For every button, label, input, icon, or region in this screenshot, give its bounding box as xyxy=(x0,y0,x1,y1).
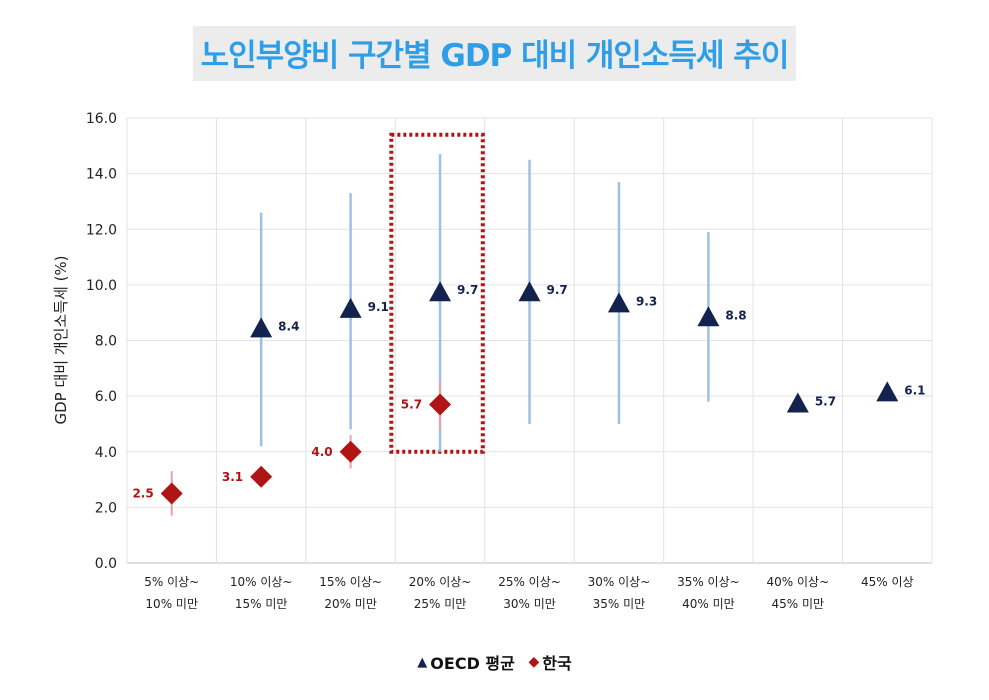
oecd-data-label: 9.3 xyxy=(636,294,657,308)
legend-triangle-icon: ▲ xyxy=(417,654,428,670)
x-tick-label: 45% 이상 xyxy=(861,575,914,589)
legend: ▲ OECD 평균 ◆ 한국 xyxy=(0,650,989,674)
x-tick-label: 25% 이상~ xyxy=(498,575,561,589)
y-tick-label: 0.0 xyxy=(95,556,117,572)
legend-oecd-label: OECD 평균 xyxy=(430,654,515,673)
x-tick-label: 10% 미만 xyxy=(145,597,198,611)
korea-data-label: 4.0 xyxy=(311,445,332,459)
oecd-triangle-point xyxy=(518,281,541,302)
x-tick-label: 15% 미만 xyxy=(235,597,288,611)
x-tick-label: 15% 이상~ xyxy=(319,575,382,589)
y-tick-label: 16.0 xyxy=(86,111,117,127)
y-tick-label: 4.0 xyxy=(95,445,117,461)
x-tick-label: 20% 미만 xyxy=(324,597,377,611)
y-tick-label: 8.0 xyxy=(95,334,117,350)
oecd-triangle-point xyxy=(339,297,362,318)
chart-canvas: 0.0 2.0 4.0 6.0 8.0 10.0 12.0 14.0 16.0 5% 이상~ 10%… xyxy=(52,111,933,611)
oecd-data-label: 9.1 xyxy=(368,300,389,314)
legend-diamond-icon: ◆ xyxy=(528,654,540,670)
korea-data-label: 3.1 xyxy=(222,470,243,484)
x-tick-label: 35% 미만 xyxy=(593,597,646,611)
oecd-triangle-point xyxy=(607,292,630,313)
korea-data-label: 2.5 xyxy=(132,486,153,500)
x-tick-label: 40% 이상~ xyxy=(767,575,830,589)
oecd-triangle-point xyxy=(876,381,899,402)
y-tick-label: 14.0 xyxy=(86,167,117,183)
oecd-triangle-point xyxy=(429,281,452,302)
x-tick-label: 40% 미만 xyxy=(682,597,735,611)
korea-data-label: 5.7 xyxy=(401,397,422,411)
oecd-data-label: 9.7 xyxy=(547,283,568,297)
legend-korea-label: 한국 xyxy=(542,654,572,673)
korea-diamond-point xyxy=(250,465,273,488)
x-tick-label: 25% 미만 xyxy=(414,597,467,611)
oecd-data-label: 8.8 xyxy=(725,308,746,322)
korea-diamond-point xyxy=(429,393,452,416)
grid-layer: 0.0 2.0 4.0 6.0 8.0 10.0 12.0 14.0 16.0 5% 이상~ 10%… xyxy=(86,111,933,611)
y-tick-label: 10.0 xyxy=(86,278,117,294)
oecd-triangle-point xyxy=(786,392,809,413)
x-tick-label: 5% 이상~ xyxy=(144,575,199,589)
label-layer: 8.4 9.1 9.7 9.7 9.3 8.8 5.7 6.1 2.5 3.1 4.0 5.7 xyxy=(132,283,925,500)
x-tick-label: 35% 이상~ xyxy=(677,575,740,589)
y-tick-label: 12.0 xyxy=(86,222,117,238)
x-tick-label: 30% 미만 xyxy=(503,597,556,611)
oecd-data-label: 6.1 xyxy=(904,383,925,397)
x-tick-label: 10% 이상~ xyxy=(230,575,293,589)
y-tick-label: 2.0 xyxy=(95,500,117,516)
oecd-data-label: 5.7 xyxy=(815,394,836,408)
korea-diamond-point xyxy=(339,440,362,463)
oecd-triangle-point xyxy=(250,317,273,338)
y-tick-label: 6.0 xyxy=(95,389,117,405)
x-tick-label: 30% 이상~ xyxy=(588,575,651,589)
oecd-triangle-point xyxy=(697,306,720,327)
x-tick-label: 20% 이상~ xyxy=(409,575,472,589)
marker-layer xyxy=(160,281,899,505)
title-wrap: 노인부양비 구간별 GDP 대비 개인소득세 추이 xyxy=(0,26,989,81)
x-tick-label: 45% 미만 xyxy=(772,597,825,611)
y-axis-title: GDP 대비 개인소득세 (%) xyxy=(52,255,70,424)
chart-title: 노인부양비 구간별 GDP 대비 개인소득세 추이 xyxy=(192,26,797,81)
oecd-data-label: 8.4 xyxy=(278,319,299,333)
korea-diamond-point xyxy=(160,482,183,505)
oecd-data-label: 9.7 xyxy=(457,283,478,297)
